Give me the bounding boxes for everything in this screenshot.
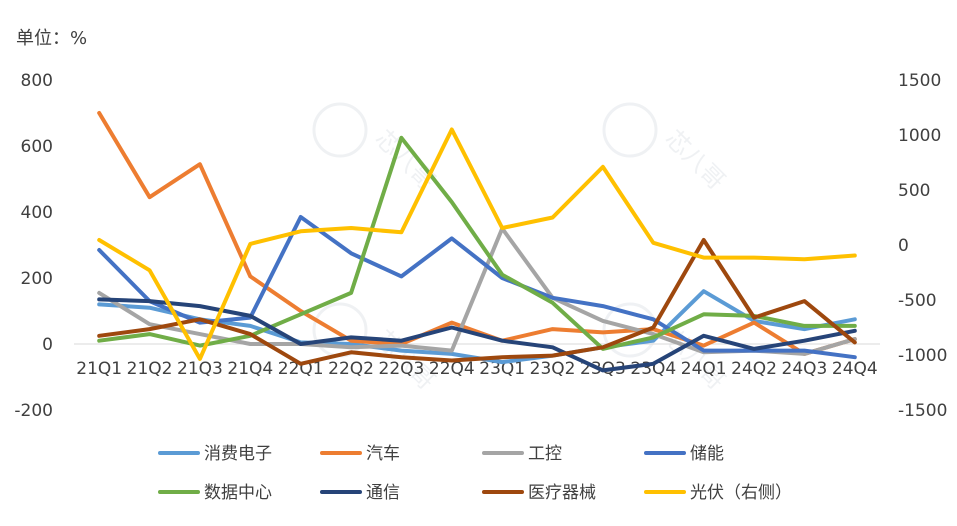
legend-item: 数据中心 (158, 483, 272, 503)
watermark-text: 芯八哥 (660, 124, 731, 195)
legend-label: 工控 (528, 444, 562, 464)
x-tick-label: 24Q3 (782, 359, 828, 379)
x-tick-label: 24Q1 (681, 359, 727, 379)
watermark-logo-icon (312, 102, 368, 158)
x-tick-label: 24Q4 (832, 359, 878, 379)
unit-label: 单位：% (16, 28, 87, 49)
legend-label: 光伏（右侧） (690, 483, 792, 503)
y-left-tick-label: 200 (21, 269, 53, 289)
watermark: 芯八哥 (312, 102, 441, 195)
x-tick-label: 21Q3 (177, 359, 223, 379)
watermark-text: 芯八哥 (370, 124, 441, 195)
legend-label: 消费电子 (204, 444, 272, 464)
y-left-tick-label: 800 (21, 71, 53, 91)
legend-label: 数据中心 (204, 483, 272, 503)
x-tick-label: 22Q4 (429, 359, 475, 379)
y-right-tick-label: 1000 (898, 126, 941, 146)
series-line (97, 127, 857, 361)
x-tick-label: 24Q2 (731, 359, 777, 379)
series-line (97, 111, 857, 356)
series-line (97, 215, 857, 360)
series-line (97, 297, 857, 373)
y-right-tick-label: -1000 (898, 346, 947, 366)
legend-label: 储能 (690, 444, 724, 464)
axes-layer: -200 0 200 400 600 800 -1500 -1000 -500 0 500 1000 1… (14, 71, 947, 421)
series-layer (97, 111, 857, 373)
series-line (97, 135, 857, 351)
x-tick-label: 22Q2 (328, 359, 374, 379)
x-tick-label: 21Q1 (76, 359, 122, 379)
legend-label: 医疗器械 (528, 483, 596, 503)
y-right-tick-label: 0 (898, 236, 909, 256)
legend-item: 汽车 (320, 444, 400, 464)
legend-item: 医疗器械 (482, 483, 596, 503)
y-left-tick-label: 600 (21, 137, 53, 157)
series-line (97, 238, 857, 366)
legend-label: 通信 (366, 483, 400, 503)
x-tick-label: 22Q1 (278, 359, 324, 379)
legend-item: 工控 (482, 444, 562, 464)
x-tick-label: 23Q1 (479, 359, 525, 379)
x-tick-label: 22Q3 (379, 359, 425, 379)
x-tick-label: 23Q2 (530, 359, 576, 379)
y-right-tick-label: -1500 (898, 401, 947, 421)
y-left-tick-label: 0 (42, 335, 53, 355)
y-left-tick-label: 400 (21, 203, 53, 223)
legend-item: 光伏（右侧） (644, 483, 792, 503)
legend-item: 储能 (644, 444, 724, 464)
y-right-tick-label: 500 (898, 181, 930, 201)
x-tick-label: 21Q4 (227, 359, 273, 379)
x-tick-label: 21Q2 (127, 359, 173, 379)
legend-item: 消费电子 (158, 444, 272, 464)
y-left-tick-label: -200 (14, 401, 53, 421)
legend-label: 汽车 (366, 444, 400, 464)
y-right-tick-label: 1500 (898, 71, 941, 91)
legend-item: 通信 (320, 483, 400, 503)
watermark: 芯八哥 (602, 102, 731, 195)
y-right-tick-label: -500 (898, 291, 937, 311)
watermark-logo-icon (602, 102, 658, 158)
